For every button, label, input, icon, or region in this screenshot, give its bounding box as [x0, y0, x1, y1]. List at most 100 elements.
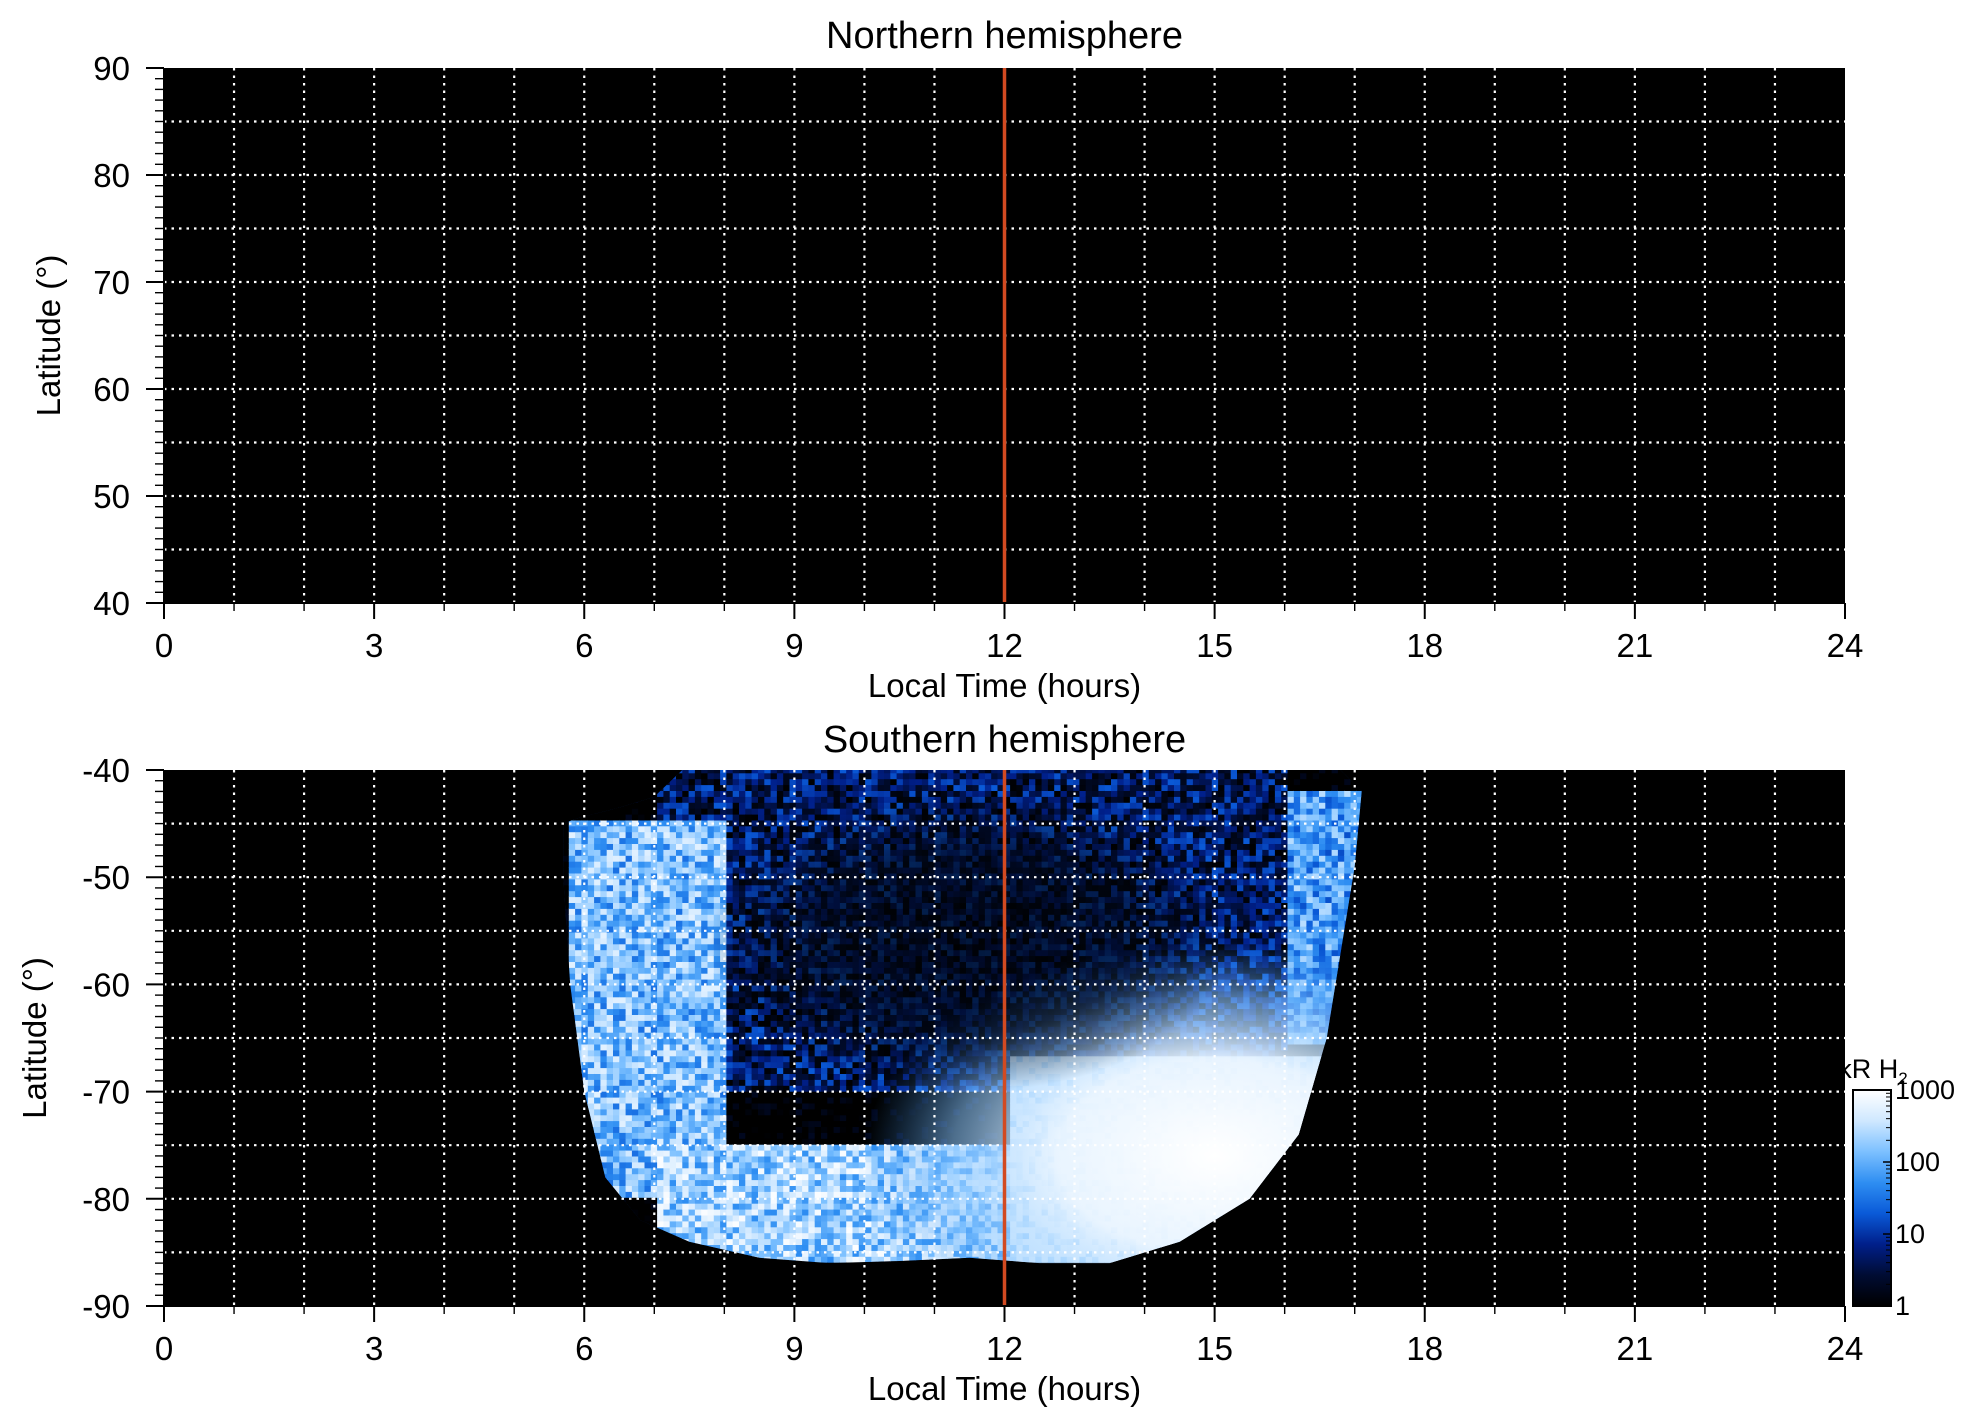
emission-cell	[720, 1079, 727, 1086]
emission-cell	[682, 979, 690, 986]
emission-cell	[783, 1097, 791, 1104]
emission-cell	[650, 996, 658, 1004]
emission-cell	[745, 1155, 753, 1163]
emission-cell	[827, 1108, 835, 1116]
emission-cell	[587, 843, 595, 850]
emission-cell	[739, 802, 746, 809]
emission-cell	[638, 943, 646, 951]
emission-cell	[644, 1138, 652, 1145]
emission-cell	[568, 937, 576, 945]
emission-cell	[732, 1244, 740, 1251]
emission-cell	[625, 1055, 633, 1063]
emission-cell	[745, 1108, 753, 1116]
emission-cell	[619, 937, 627, 945]
emission-cell	[707, 1061, 715, 1069]
emission-cell	[827, 1185, 835, 1192]
emission-cell	[669, 967, 677, 974]
emission-cell	[669, 979, 677, 986]
emission-cell	[713, 1102, 721, 1110]
emission-cell	[751, 1079, 759, 1086]
emission-cell	[701, 967, 709, 974]
emission-cell	[846, 1079, 854, 1086]
emission-cell	[839, 784, 847, 791]
emission-cell	[758, 1203, 765, 1210]
emission-cell	[701, 796, 709, 803]
emission-cell	[638, 949, 646, 957]
emission-cell	[669, 973, 677, 980]
emission-cell	[707, 1097, 715, 1104]
emission-cell	[644, 1132, 652, 1139]
emission-cell	[701, 973, 709, 980]
emission-cell	[770, 1043, 778, 1051]
emission-cell	[726, 1067, 734, 1074]
emission-cell	[581, 855, 589, 862]
emission-cell	[663, 1091, 671, 1098]
emission-cell	[871, 770, 879, 774]
emission-cell	[625, 1126, 633, 1133]
emission-cell	[613, 1161, 620, 1169]
emission-cell	[619, 855, 627, 862]
emission-cell	[726, 1238, 734, 1245]
emission-cell	[707, 1085, 715, 1092]
emission-cell	[701, 1108, 709, 1116]
emission-cell	[587, 1061, 595, 1069]
emission-cell	[701, 1014, 709, 1021]
emission-cell	[776, 1049, 784, 1057]
emission-cell	[758, 1126, 765, 1133]
emission-cell	[613, 920, 620, 927]
emission-cell	[884, 1232, 891, 1240]
emission-cell	[587, 819, 595, 827]
emission-cell	[852, 1179, 860, 1186]
emission-cell	[808, 1203, 816, 1210]
emission-cell	[619, 884, 627, 892]
emission-cell	[657, 884, 664, 892]
emission-cell	[644, 843, 652, 850]
emission-cell	[575, 961, 582, 968]
emission-cell	[676, 819, 683, 827]
emission-cell	[587, 855, 595, 862]
emission-cell	[726, 849, 734, 856]
emission-cell	[613, 1008, 620, 1015]
emission-cell	[865, 1091, 872, 1098]
emission-cell	[619, 1008, 627, 1015]
emission-cell	[600, 1161, 608, 1169]
emission-cell	[707, 1179, 715, 1186]
emission-cell	[764, 1238, 772, 1245]
emission-cell	[726, 825, 734, 833]
emission-cell	[688, 861, 696, 868]
emission-cell	[631, 1191, 639, 1198]
emission-cell	[758, 802, 765, 809]
emission-cell	[663, 1055, 671, 1063]
emission-cell	[613, 1097, 620, 1104]
emission-cell	[726, 772, 734, 780]
emission-cell	[663, 1203, 671, 1210]
emission-cell	[663, 1226, 671, 1234]
emission-cell	[865, 1244, 872, 1251]
x-tick-label: 6	[575, 627, 593, 664]
emission-cell	[833, 1067, 841, 1074]
emission-cell	[657, 867, 664, 874]
emission-cell	[682, 1108, 690, 1116]
emission-cell	[644, 849, 652, 856]
emission-cell	[821, 802, 828, 809]
emission-cell	[688, 1114, 696, 1122]
emission-cell	[676, 1008, 683, 1015]
emission-cell	[676, 1061, 683, 1069]
emission-cell	[795, 772, 803, 780]
emission-cell	[858, 1203, 866, 1210]
emission-cell	[682, 861, 690, 868]
emission-cell	[600, 837, 608, 844]
emission-cell	[606, 926, 614, 933]
emission-cell	[814, 1155, 822, 1163]
emission-cell	[808, 1126, 816, 1133]
emission-cell	[751, 1085, 759, 1092]
emission-cell	[701, 772, 709, 780]
emission-cell	[644, 931, 652, 939]
emission-cell	[865, 1197, 872, 1204]
emission-cell	[657, 1002, 664, 1010]
emission-cell	[827, 770, 835, 774]
emission-cell	[669, 890, 677, 898]
emission-cell	[783, 1102, 791, 1110]
emission-cell	[814, 1132, 822, 1139]
emission-cell	[764, 1244, 772, 1251]
